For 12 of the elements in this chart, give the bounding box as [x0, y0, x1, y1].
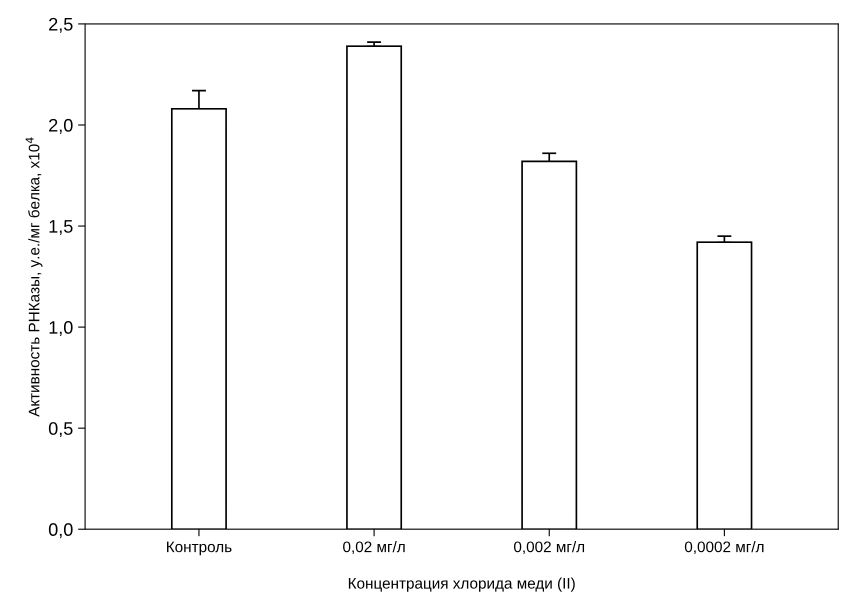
y-tick-label: 0,5 [48, 422, 73, 438]
y-axis-title: Активность РНКазы, у.е./мг белка, x10$^{4}$ [26, 137, 42, 417]
x-tick-label: Контроль [167, 542, 232, 556]
x-tick-label: 0,02 мг/л [343, 541, 405, 554]
x-tick-label: 0,0002 мг/л [684, 541, 764, 554]
y-tick-label: 2,0 [49, 118, 73, 134]
y-tick-label: 0,0 [48, 523, 73, 538]
y-tick-label: 1,5 [50, 220, 73, 235]
x-tick-label: 0,002 мг/л [514, 541, 584, 554]
y-tick-label: 1,0 [50, 321, 73, 336]
x-axis-title: Концентрация хлорида меди (II) [348, 578, 575, 592]
y-tick-label: 2,5 [49, 18, 73, 33]
